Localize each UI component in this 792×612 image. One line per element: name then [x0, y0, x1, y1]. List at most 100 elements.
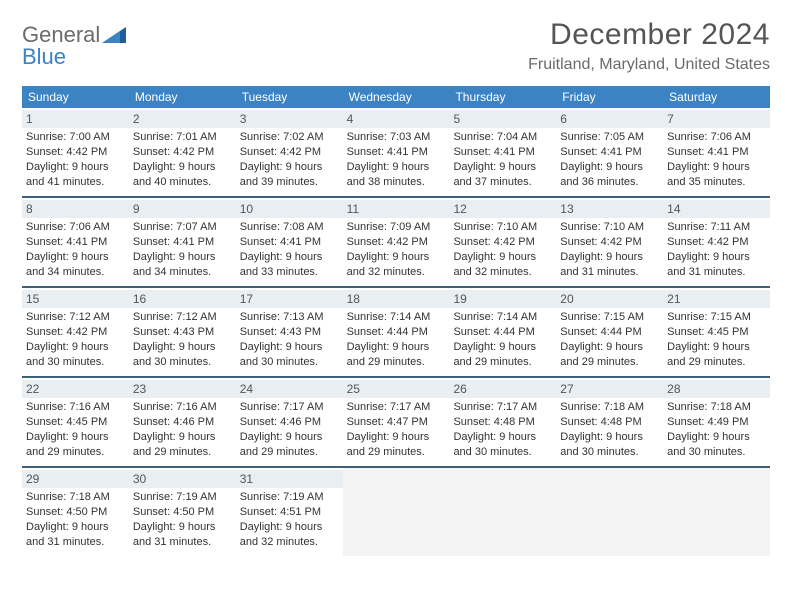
day-number: 3: [236, 110, 343, 128]
sunrise-text: Sunrise: 7:15 AM: [560, 310, 659, 325]
day-cell: 28 Sunrise: 7:18 AMSunset: 4:49 PMDayligh…: [663, 378, 770, 466]
day-info: Sunrise: 7:10 AMSunset: 4:42 PMDaylight:…: [560, 220, 659, 280]
day-info: Sunrise: 7:17 AMSunset: 4:47 PMDaylight:…: [347, 400, 446, 460]
sunset-text: Sunset: 4:44 PM: [453, 325, 552, 340]
sunset-text: Sunset: 4:42 PM: [240, 145, 339, 160]
day-number: 12: [449, 200, 556, 218]
day-info: Sunrise: 7:17 AMSunset: 4:46 PMDaylight:…: [240, 400, 339, 460]
sunset-text: Sunset: 4:44 PM: [560, 325, 659, 340]
day-info: Sunrise: 7:19 AMSunset: 4:51 PMDaylight:…: [240, 490, 339, 550]
daylight-text-1: Daylight: 9 hours: [347, 340, 446, 355]
daylight-text-2: and 30 minutes.: [133, 355, 232, 370]
daylight-text-1: Daylight: 9 hours: [133, 430, 232, 445]
day-info: Sunrise: 7:02 AMSunset: 4:42 PMDaylight:…: [240, 130, 339, 190]
daylight-text-2: and 29 minutes.: [26, 445, 125, 460]
daylight-text-2: and 37 minutes.: [453, 175, 552, 190]
day-cell: 22Sunrise: 7:16 AMSunset: 4:45 PMDayligh…: [22, 378, 129, 466]
sunset-text: Sunset: 4:41 PM: [667, 145, 766, 160]
day-cell: 4Sunrise: 7:03 AMSunset: 4:41 PMDaylight…: [343, 108, 450, 196]
sunset-text: Sunset: 4:41 PM: [240, 235, 339, 250]
sunset-text: Sunset: 4:42 PM: [347, 235, 446, 250]
sunrise-text: Sunrise: 7:01 AM: [133, 130, 232, 145]
day-number: 24: [236, 380, 343, 398]
dow-cell: Saturday: [663, 86, 770, 108]
day-cell: 30Sunrise: 7:19 AMSunset: 4:50 PMDayligh…: [129, 468, 236, 556]
sunrise-text: Sunrise: 7:06 AM: [667, 130, 766, 145]
dow-cell: Thursday: [449, 86, 556, 108]
day-cell: 17Sunrise: 7:13 AMSunset: 4:43 PMDayligh…: [236, 288, 343, 376]
day-cell: 25Sunrise: 7:17 AMSunset: 4:47 PMDayligh…: [343, 378, 450, 466]
daylight-text-1: Daylight: 9 hours: [667, 430, 766, 445]
day-info: Sunrise: 7:15 AMSunset: 4:44 PMDaylight:…: [560, 310, 659, 370]
daylight-text-2: and 39 minutes.: [240, 175, 339, 190]
daylight-text-1: Daylight: 9 hours: [560, 250, 659, 265]
brand-text: General Blue: [22, 24, 100, 68]
day-cell: 2Sunrise: 7:01 AMSunset: 4:42 PMDaylight…: [129, 108, 236, 196]
sunset-text: Sunset: 4:48 PM: [560, 415, 659, 430]
day-cell: 7 Sunrise: 7:06 AMSunset: 4:41 PMDaylight…: [663, 108, 770, 196]
sunset-text: Sunset: 4:47 PM: [347, 415, 446, 430]
day-info: Sunrise: 7:18 AMSunset: 4:49 PMDaylight:…: [667, 400, 766, 460]
daylight-text-2: and 29 minutes.: [347, 445, 446, 460]
sunset-text: Sunset: 4:49 PM: [667, 415, 766, 430]
day-number: 28: [663, 380, 770, 398]
week-row: 29Sunrise: 7:18 AMSunset: 4:50 PMDayligh…: [22, 468, 770, 556]
title-block: December 2024 Fruitland, Maryland, Unite…: [528, 18, 770, 74]
daylight-text-2: and 30 minutes.: [453, 445, 552, 460]
day-info: Sunrise: 7:07 AMSunset: 4:41 PMDaylight:…: [133, 220, 232, 280]
sunrise-text: Sunrise: 7:07 AM: [133, 220, 232, 235]
sunset-text: Sunset: 4:42 PM: [560, 235, 659, 250]
day-info: Sunrise: 7:01 AMSunset: 4:42 PMDaylight:…: [133, 130, 232, 190]
daylight-text-1: Daylight: 9 hours: [26, 340, 125, 355]
day-info: Sunrise: 7:05 AMSunset: 4:41 PMDaylight:…: [560, 130, 659, 190]
daylight-text-1: Daylight: 9 hours: [453, 250, 552, 265]
day-cell: 8Sunrise: 7:06 AMSunset: 4:41 PMDaylight…: [22, 198, 129, 286]
day-info: Sunrise: 7:14 AMSunset: 4:44 PMDaylight:…: [347, 310, 446, 370]
sunset-text: Sunset: 4:50 PM: [133, 505, 232, 520]
daylight-text-1: Daylight: 9 hours: [133, 340, 232, 355]
day-number: 7: [663, 110, 770, 128]
sunset-text: Sunset: 4:42 PM: [26, 325, 125, 340]
daylight-text-1: Daylight: 9 hours: [133, 520, 232, 535]
day-number: 15: [22, 290, 129, 308]
day-cell: 29Sunrise: 7:18 AMSunset: 4:50 PMDayligh…: [22, 468, 129, 556]
sunset-text: Sunset: 4:41 PM: [347, 145, 446, 160]
sunrise-text: Sunrise: 7:14 AM: [453, 310, 552, 325]
daylight-text-1: Daylight: 9 hours: [453, 340, 552, 355]
sunset-text: Sunset: 4:41 PM: [560, 145, 659, 160]
day-info: Sunrise: 7:00 AMSunset: 4:42 PMDaylight:…: [26, 130, 125, 190]
day-number: 14: [663, 200, 770, 218]
day-cell: 13Sunrise: 7:10 AMSunset: 4:42 PMDayligh…: [556, 198, 663, 286]
day-info: Sunrise: 7:19 AMSunset: 4:50 PMDaylight:…: [133, 490, 232, 550]
sunrise-text: Sunrise: 7:10 AM: [560, 220, 659, 235]
day-cell: 23Sunrise: 7:16 AMSunset: 4:46 PMDayligh…: [129, 378, 236, 466]
day-cell: 9 Sunrise: 7:07 AMSunset: 4:41 PMDaylight…: [129, 198, 236, 286]
day-number: 6: [556, 110, 663, 128]
daylight-text-2: and 36 minutes.: [560, 175, 659, 190]
day-cell: 12Sunrise: 7:10 AMSunset: 4:42 PMDayligh…: [449, 198, 556, 286]
sunset-text: Sunset: 4:51 PM: [240, 505, 339, 520]
daylight-text-2: and 29 minutes.: [240, 445, 339, 460]
sunrise-text: Sunrise: 7:13 AM: [240, 310, 339, 325]
sunrise-text: Sunrise: 7:16 AM: [133, 400, 232, 415]
daylight-text-1: Daylight: 9 hours: [240, 340, 339, 355]
daylight-text-1: Daylight: 9 hours: [240, 430, 339, 445]
day-info: Sunrise: 7:14 AMSunset: 4:44 PMDaylight:…: [453, 310, 552, 370]
sunrise-text: Sunrise: 7:06 AM: [26, 220, 125, 235]
daylight-text-1: Daylight: 9 hours: [667, 160, 766, 175]
dow-cell: Friday: [556, 86, 663, 108]
sunset-text: Sunset: 4:45 PM: [667, 325, 766, 340]
daylight-text-1: Daylight: 9 hours: [347, 160, 446, 175]
sunrise-text: Sunrise: 7:02 AM: [240, 130, 339, 145]
dow-cell: Sunday: [22, 86, 129, 108]
day-number: 19: [449, 290, 556, 308]
day-cell: 31Sunrise: 7:19 AMSunset: 4:51 PMDayligh…: [236, 468, 343, 556]
days-of-week-row: SundayMondayTuesdayWednesdayThursdayFrid…: [22, 86, 770, 108]
month-title: December 2024: [528, 18, 770, 52]
daylight-text-1: Daylight: 9 hours: [453, 430, 552, 445]
daylight-text-1: Daylight: 9 hours: [560, 430, 659, 445]
daylight-text-2: and 35 minutes.: [667, 175, 766, 190]
day-number: 9: [129, 200, 236, 218]
sunset-text: Sunset: 4:42 PM: [133, 145, 232, 160]
daylight-text-2: and 32 minutes.: [347, 265, 446, 280]
